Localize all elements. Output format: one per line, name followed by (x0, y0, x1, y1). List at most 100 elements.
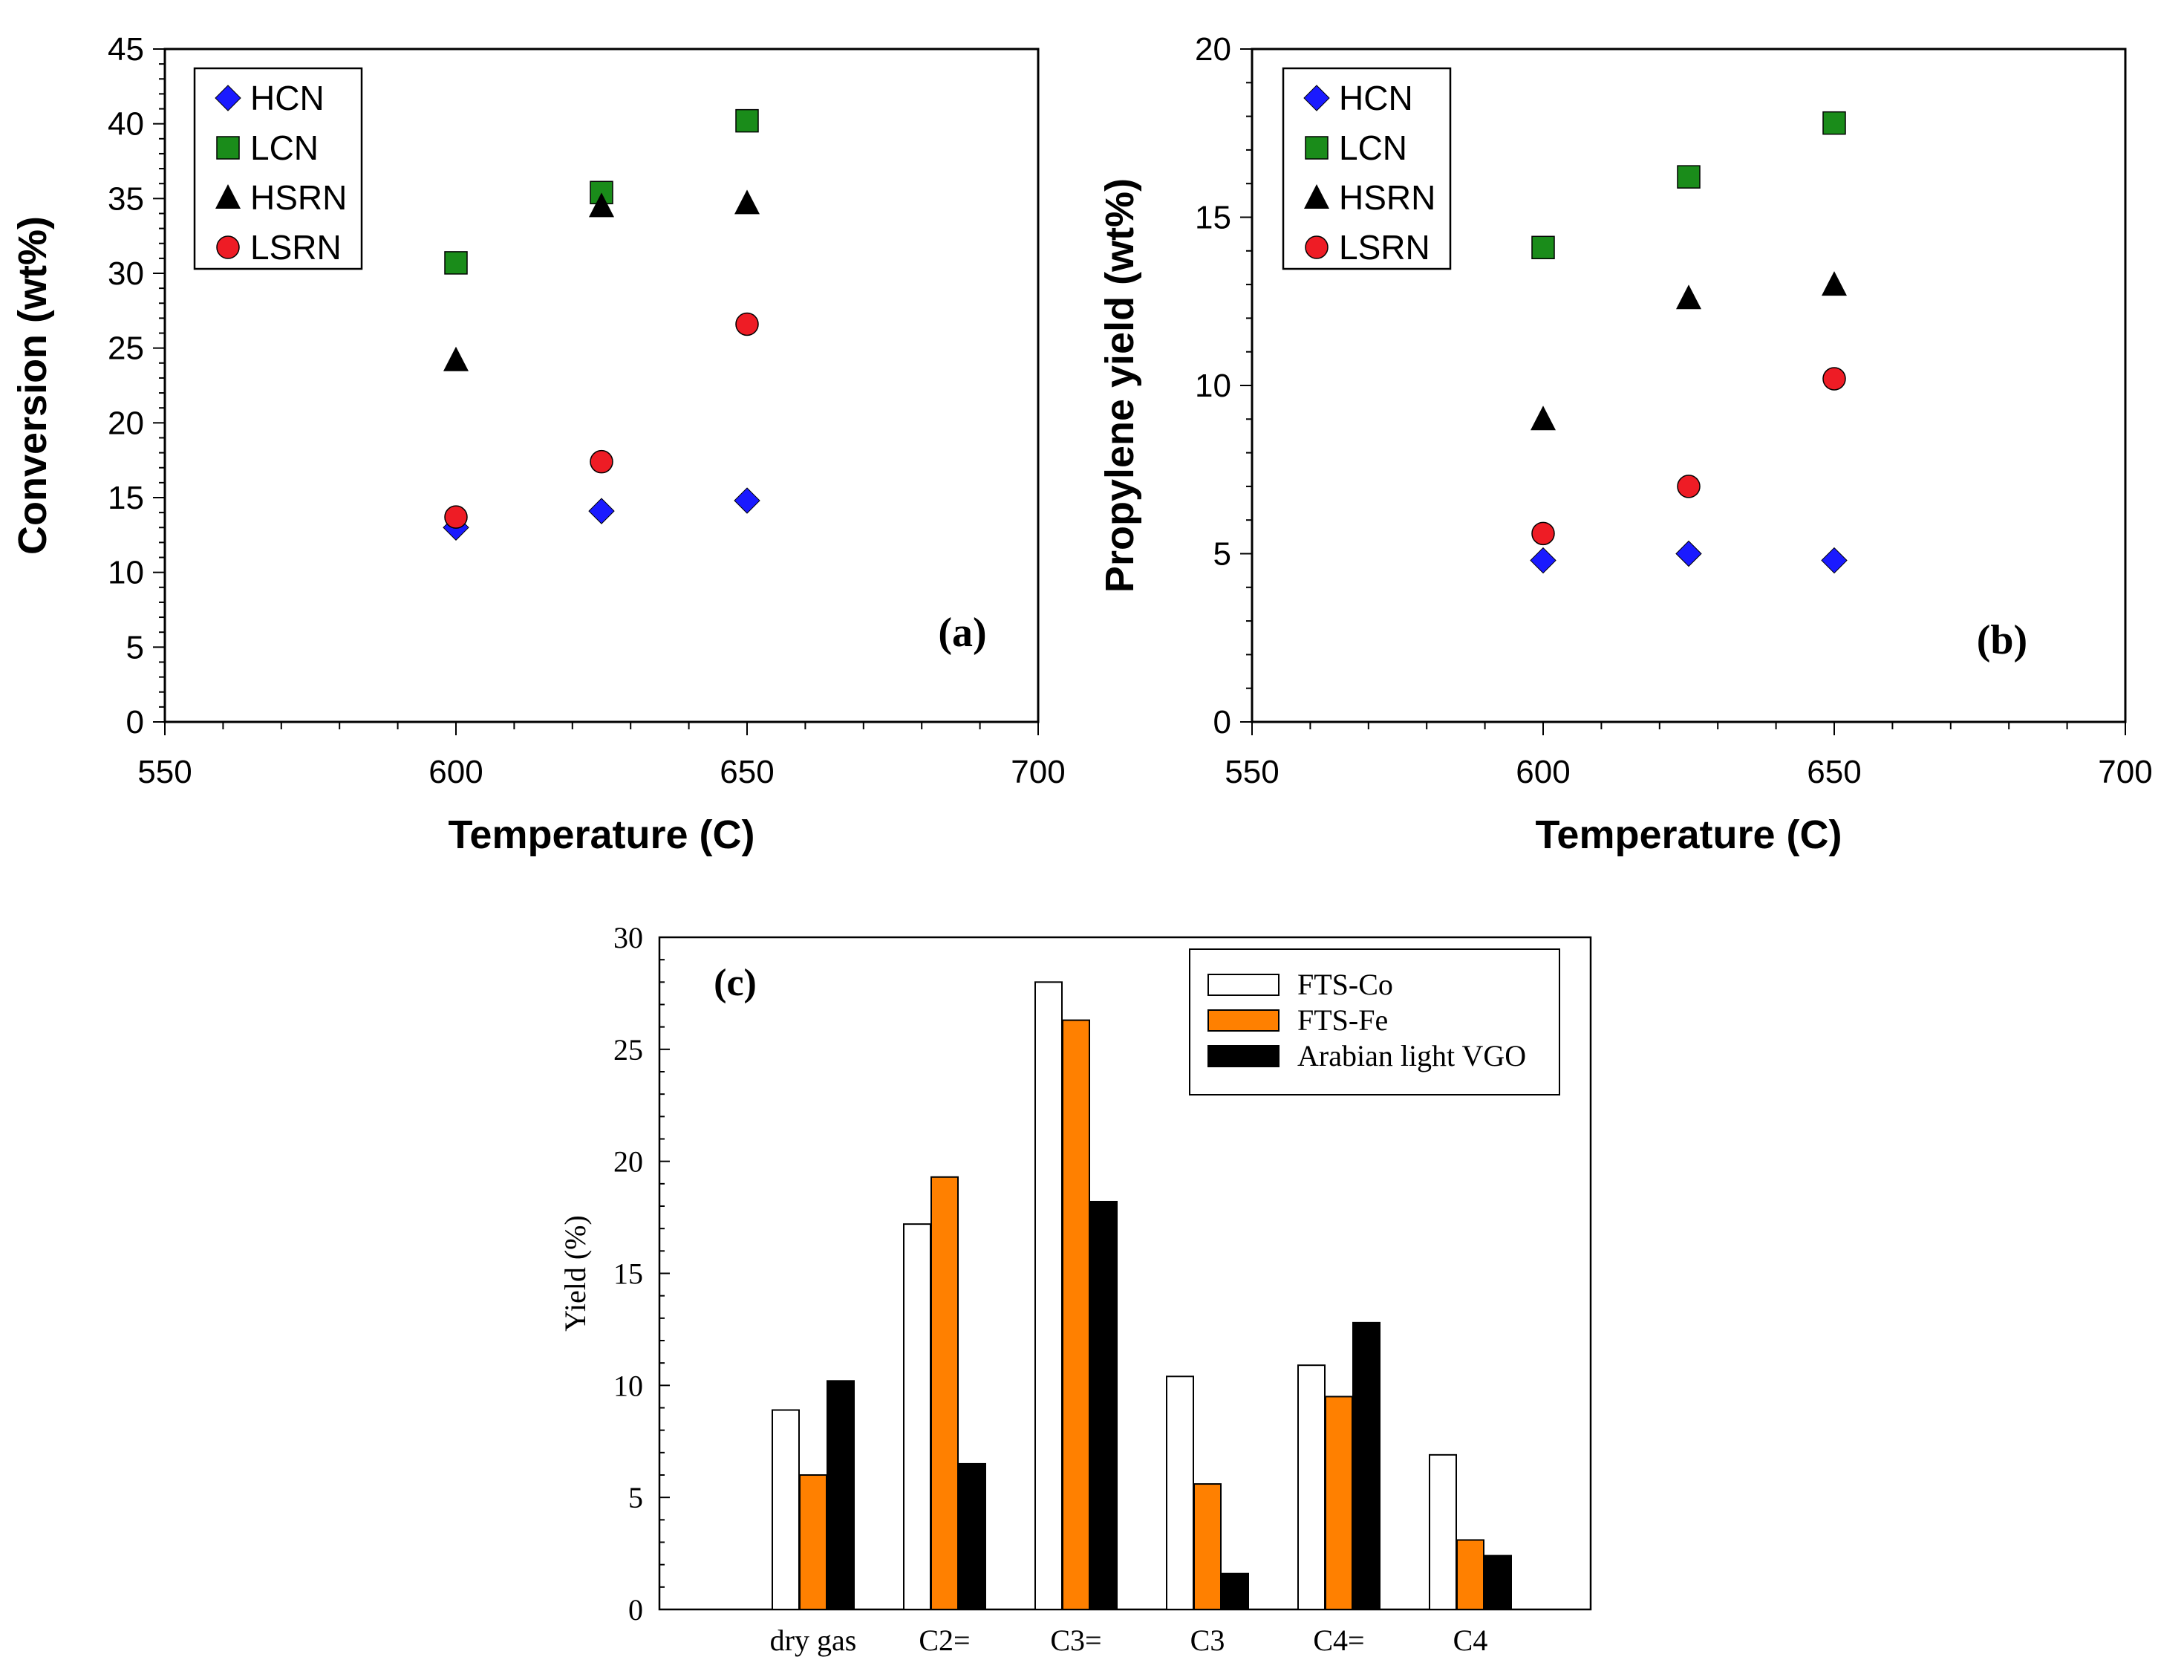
data-point-lsrn (735, 312, 759, 336)
panel-label: (a) (938, 610, 986, 656)
data-point-hcn (734, 487, 760, 514)
x-tick-label: 600 (1516, 754, 1570, 790)
legend-marker-hcn (215, 85, 241, 111)
data-point-hsrn (734, 189, 760, 215)
plot-frame (163, 48, 1040, 723)
legend-swatch-arabian-light-vgo (1207, 1045, 1280, 1067)
data-point-lsrn (444, 505, 468, 529)
data-point-lcn (590, 180, 613, 205)
data-point-lsrn (1531, 521, 1555, 546)
legend-marker-lcn (1305, 136, 1329, 160)
y-tick-label: 10 (1195, 368, 1231, 404)
bar-fts-fe-3 (1193, 1483, 1222, 1610)
y-tick-label: 15 (1195, 200, 1231, 236)
bar-arabian-light-vgo-0 (827, 1380, 855, 1611)
bar-fts-fe-4 (1325, 1396, 1353, 1610)
y-tick-label: 0 (126, 704, 144, 740)
data-point-lsrn (1677, 475, 1701, 498)
x-tick-label: 550 (1225, 754, 1279, 790)
y-axis-title: Yield (%) (558, 1215, 592, 1332)
y-axis-title: Conversion (wt%) (10, 216, 55, 555)
bar-fts-co-2 (1034, 981, 1063, 1611)
legend-label: HCN (250, 79, 325, 117)
x-axis-title: Temperature (C) (1535, 813, 1842, 857)
data-point-lcn (735, 108, 759, 133)
data-point-lsrn (590, 449, 613, 474)
series-lsrn (1531, 367, 1846, 546)
series-hcn (1530, 540, 1848, 574)
bar-fts-fe-0 (799, 1474, 827, 1610)
data-point-lcn (444, 251, 468, 275)
series-hsrn (443, 189, 760, 371)
legend-marker-hcn (1303, 85, 1330, 111)
legend-label: HSRN (1339, 178, 1435, 217)
bar-fts-co-1 (903, 1223, 931, 1610)
x-tick-label: C4= (1313, 1624, 1364, 1657)
bar-arabian-light-vgo-4 (1352, 1321, 1381, 1611)
bar-arabian-light-vgo-2 (1089, 1200, 1118, 1610)
x-tick-label: 700 (2098, 754, 2152, 790)
y-tick-label: 35 (108, 180, 144, 217)
legend-label: LSRN (1339, 228, 1430, 267)
x-tick-label: 650 (720, 754, 774, 790)
y-tick-label: 25 (613, 1033, 643, 1067)
panel-label: (b) (1977, 617, 2027, 663)
y-tick-label: 5 (1213, 536, 1231, 573)
legend: HCN LCN HSRN LSRN (1282, 67, 1452, 270)
legend: HCN LCN HSRN LSRN (193, 67, 363, 270)
bar-arabian-light-vgo-1 (958, 1462, 986, 1610)
data-point-lcn (1531, 235, 1555, 260)
y-tick-label: 10 (108, 555, 144, 591)
legend-label: FTS-Fe (1297, 1003, 1388, 1037)
data-point-hcn (1530, 547, 1556, 574)
data-point-hsrn (443, 346, 469, 371)
y-tick-label: 30 (108, 255, 144, 292)
chart-panel-b: 550 600 650 700 0 5 10 15 20 Temperature (C) Propy… (1098, 31, 2153, 857)
series-lcn (444, 108, 759, 275)
legend-swatch-fts-co (1207, 974, 1280, 996)
y-tick-label: 15 (613, 1257, 643, 1291)
bar-fts-fe-1 (930, 1176, 959, 1610)
legend-marker-lcn (216, 136, 240, 160)
bar-fts-fe-2 (1062, 1019, 1090, 1611)
y-tick-label: 20 (613, 1145, 643, 1179)
bar-fts-co-5 (1429, 1453, 1457, 1610)
legend-swatch-fts-fe (1207, 1009, 1280, 1032)
y-tick-label: 15 (108, 480, 144, 516)
legend-marker-hsrn (1304, 184, 1329, 209)
data-point-hcn (1821, 547, 1848, 574)
legend-label: LCN (250, 128, 319, 167)
legend-label: HSRN (250, 178, 347, 217)
data-point-lcn (1822, 111, 1846, 135)
legend-label: HCN (1339, 79, 1413, 117)
series-hcn (443, 487, 760, 541)
x-tick-label: C4 (1453, 1624, 1488, 1657)
legend-marker-lsrn (216, 235, 240, 259)
data-point-hcn (588, 498, 615, 524)
x-tick-label: 700 (1011, 754, 1065, 790)
data-point-hsrn (1531, 406, 1556, 431)
data-point-lsrn (1822, 367, 1846, 391)
x-tick-label: 550 (137, 754, 192, 790)
x-tick-label: dry gas (770, 1624, 857, 1657)
legend-label: Arabian light VGO (1297, 1039, 1526, 1072)
y-tick-label: 30 (613, 921, 643, 954)
data-point-hsrn (1822, 271, 1847, 296)
y-tick-label: 0 (1213, 704, 1231, 740)
x-axis-title: Temperature (C) (448, 813, 754, 857)
data-point-hsrn (589, 192, 614, 218)
y-tick-label: 10 (613, 1369, 643, 1402)
bar-fts-co-0 (772, 1409, 800, 1611)
series-hsrn (1531, 271, 1847, 431)
y-tick-label: 45 (108, 31, 144, 68)
data-point-hcn (1675, 540, 1702, 567)
y-tick-label: 20 (108, 405, 144, 441)
legend-label: LSRN (250, 228, 342, 267)
y-axis-title: Propylene yield (wt%) (1098, 178, 1142, 593)
x-tick-label: 600 (428, 754, 483, 790)
y-tick-label: 25 (108, 331, 144, 367)
bar-fts-co-4 (1297, 1364, 1326, 1611)
x-tick-label: 650 (1807, 754, 1861, 790)
